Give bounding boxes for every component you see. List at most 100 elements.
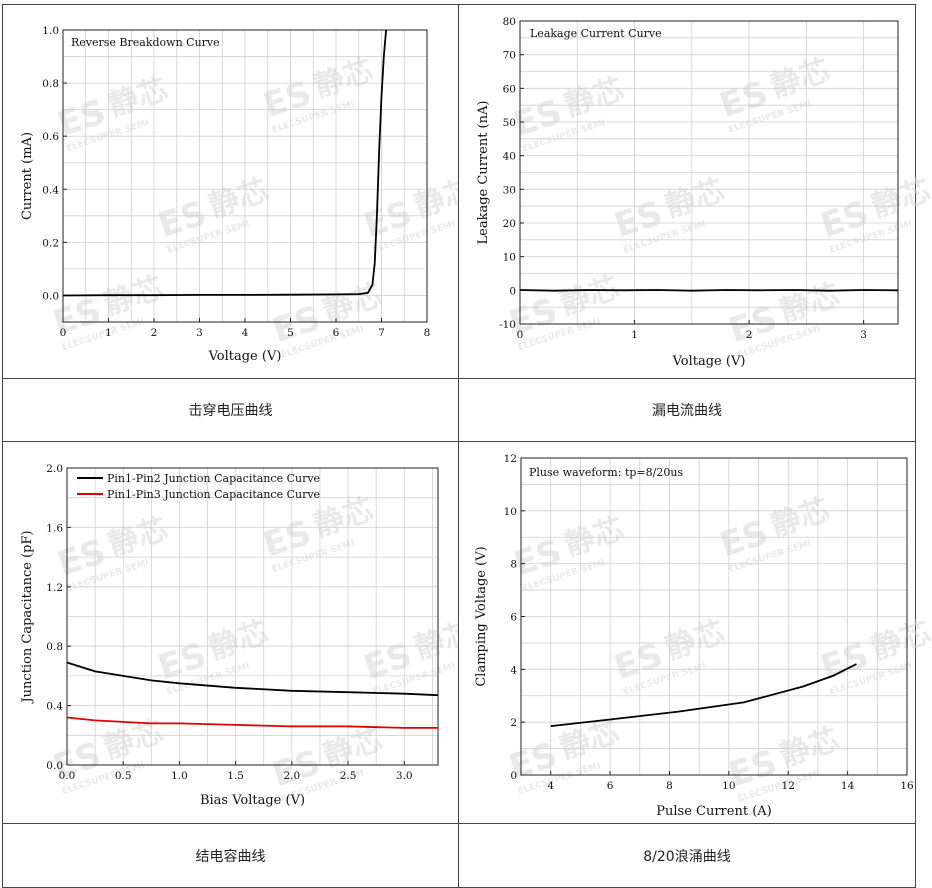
y-tick-label: 2 — [510, 717, 517, 729]
y-tick-label: 10 — [503, 252, 516, 264]
watermark-cn: 静芯 — [560, 72, 628, 124]
y-tick-label: 0.6 — [42, 131, 59, 143]
chart-title: Pluse waveform: tp=8/20us — [529, 466, 683, 479]
watermark-cn: 静芯 — [310, 53, 378, 105]
watermark-cn: 静芯 — [776, 278, 844, 330]
x-tick-label: 10 — [722, 780, 735, 792]
x-tick-label: 2.0 — [283, 770, 300, 782]
plot-frame — [66, 467, 439, 766]
x-axis-label: Voltage (V) — [208, 349, 282, 364]
caption-breakdown: 击穿电压曲线 — [2, 378, 459, 442]
curve-table: ES 静芯 ELECSUPER SEMI ES 静芯 ELECSUPER SEMI ES 静芯… — [2, 4, 932, 888]
x-tick-label: 0 — [517, 329, 524, 341]
watermark-cn: 静芯 — [319, 722, 387, 774]
x-tick-label: 6 — [607, 780, 614, 792]
series-line-0 — [62, 29, 387, 297]
watermark-cn: 静芯 — [205, 173, 273, 225]
x-axis-label: Bias Voltage (V) — [200, 793, 305, 808]
y-tick-label: 8 — [510, 559, 517, 571]
y-tick-label: 4 — [510, 664, 517, 676]
x-tick-label: 0.0 — [59, 770, 76, 782]
caption-surge: 8/20浪涌曲线 — [458, 823, 916, 888]
series-line-1 — [66, 716, 438, 729]
watermark-cn: 静芯 — [867, 173, 932, 225]
y-tick-label: 50 — [503, 117, 516, 129]
watermark-cn: 静芯 — [661, 615, 729, 667]
series-line-0 — [550, 663, 857, 727]
series-line-0 — [66, 661, 439, 697]
y-tick-label: 2.0 — [46, 463, 63, 475]
x-tick-label: 8 — [666, 780, 673, 792]
y-tick-label: -10 — [499, 319, 516, 331]
plot-frame — [519, 20, 899, 325]
y-tick-label: 0 — [510, 770, 517, 782]
x-tick-label: 3 — [196, 327, 203, 339]
grid — [520, 457, 908, 776]
grid — [519, 20, 898, 325]
legend-label: Pin1-Pin2 Junction Capacitance Curve — [107, 472, 320, 485]
y-tick-label: 0.8 — [46, 641, 63, 653]
x-tick-label: 8 — [424, 327, 431, 339]
x-tick-label: 1 — [105, 327, 112, 339]
y-tick-label: 30 — [503, 184, 516, 196]
watermark-cn: 静芯 — [766, 492, 834, 544]
x-tick-label: 14 — [841, 780, 855, 792]
y-tick-label: 0.2 — [42, 237, 59, 249]
x-tick-label: 2 — [746, 329, 753, 341]
y-tick-label: 0.8 — [42, 78, 59, 90]
y-tick-label: 1.2 — [46, 582, 63, 594]
watermark-cn: 静芯 — [556, 270, 624, 322]
chart-cell-breakdown: ES 静芯 ELECSUPER SEMI ES 静芯 ELECSUPER SEMI ES 静芯… — [2, 4, 478, 379]
x-tick-label: 6 — [333, 327, 340, 339]
watermark-cn: 静芯 — [100, 270, 168, 322]
y-axis-label: Current (mA) — [20, 132, 35, 220]
y-tick-label: 12 — [504, 453, 517, 465]
caption-leakage: 漏电流曲线 — [458, 378, 916, 442]
y-tick-label: 0.4 — [46, 701, 63, 713]
series-line-0 — [519, 289, 899, 292]
y-tick-label: 1.6 — [46, 522, 63, 534]
legend-label: Pin1-Pin3 Junction Capacitance Curve — [107, 488, 320, 501]
x-tick-label: 2.5 — [340, 770, 357, 782]
x-tick-label: 0 — [60, 327, 67, 339]
chart-cell-capacitance: ES 静芯 ELECSUPER SEMI ES 静芯 ELECSUPER SEMI ES 静芯… — [2, 441, 478, 824]
watermark-cn: 静芯 — [104, 72, 172, 124]
x-tick-label: 5 — [287, 327, 294, 339]
y-tick-label: 6 — [510, 612, 517, 624]
caption-capacitance: 结电容曲线 — [2, 823, 459, 888]
x-tick-label: 7 — [378, 327, 385, 339]
watermark-cn: 静芯 — [205, 615, 273, 667]
watermark-cn: 静芯 — [776, 722, 844, 774]
x-axis-label: Voltage (V) — [672, 354, 746, 369]
x-tick-label: 4 — [242, 327, 249, 339]
y-tick-label: 80 — [503, 16, 516, 28]
y-tick-label: 20 — [503, 218, 516, 230]
chart-title: Leakage Current Curve — [530, 27, 662, 40]
y-axis-label: Junction Capacitance (pF) — [20, 530, 35, 704]
y-tick-label: 10 — [504, 506, 517, 518]
x-tick-label: 12 — [782, 780, 795, 792]
watermark-cn: 静芯 — [104, 511, 172, 563]
x-tick-label: 1.5 — [227, 770, 244, 782]
y-tick-label: 0.0 — [46, 760, 63, 772]
y-tick-label: 0.0 — [42, 290, 59, 302]
x-tick-label: 16 — [900, 780, 914, 792]
x-tick-label: 2 — [151, 327, 158, 339]
